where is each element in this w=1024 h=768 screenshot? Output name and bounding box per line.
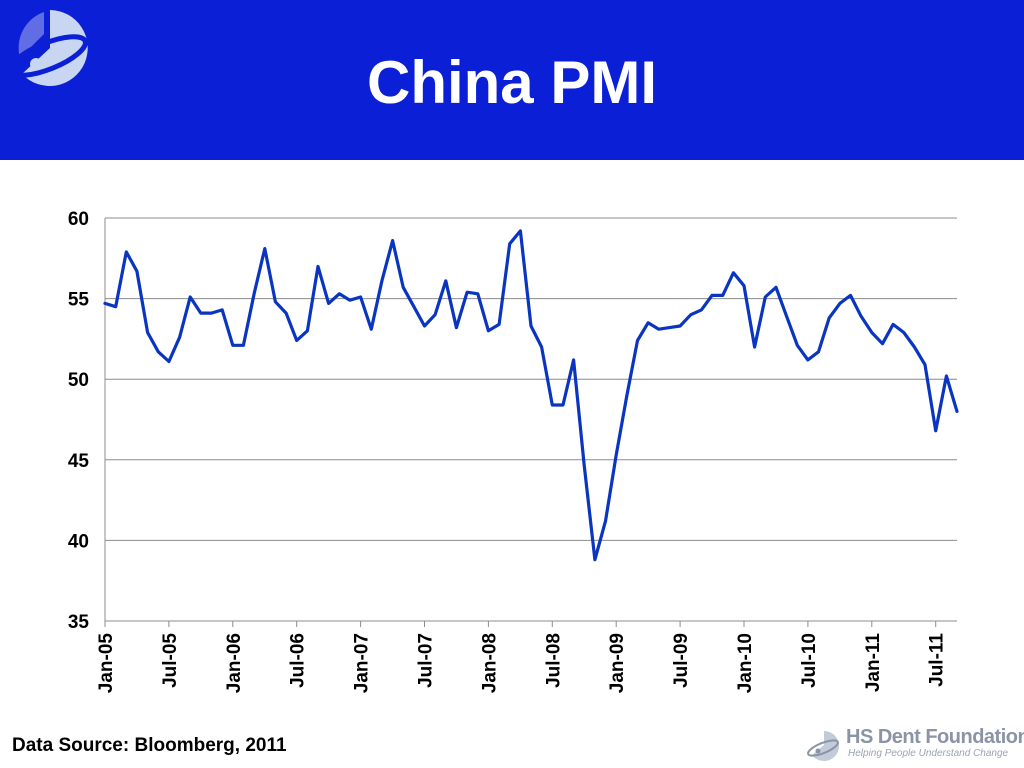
page-title: China PMI <box>366 49 657 116</box>
x-tick-label: Jul-10 <box>799 633 820 688</box>
hs-dent-small-logo-icon <box>807 731 839 761</box>
x-tick-label: Jan-07 <box>352 633 373 693</box>
pmi-line-chart: 35 40 45 50 55 60 Jan-05 Jul-05 Jan-06 Jul-06 Jan-… <box>68 209 959 694</box>
y-tick-label: 60 <box>68 209 89 230</box>
x-tick-label: Jul-05 <box>160 633 181 688</box>
x-tick-label: Jan-05 <box>96 633 117 694</box>
x-tick-label: Jan-11 <box>863 633 884 693</box>
x-tick-label: Jan-09 <box>607 633 628 693</box>
pmi-series-line <box>103 229 959 562</box>
footer-org-name: HS Dent Foundation <box>846 726 1024 748</box>
hs-dent-swirl-logo-icon <box>8 10 88 86</box>
y-tick-label: 50 <box>68 370 89 391</box>
title-banner: China PMI <box>0 0 1024 160</box>
y-tick-label: 35 <box>68 612 90 633</box>
x-tick-label: Jul-08 <box>543 633 564 688</box>
x-tick-label: Jan-10 <box>735 633 756 693</box>
footer-logo: HS Dent Foundation Helping People Unders… <box>806 726 1024 764</box>
x-tick-label: Jan-06 <box>224 633 245 693</box>
y-tick-label: 40 <box>68 531 89 552</box>
x-tick-label: Jul-06 <box>288 633 309 688</box>
footer-tagline: Helping People Understand Change <box>848 748 1009 759</box>
y-tick-label: 55 <box>68 290 90 311</box>
x-tick-label: Jan-08 <box>479 633 500 693</box>
data-source-note: Data Source: Bloomberg, 2011 <box>12 735 287 756</box>
x-tick-label: Jul-11 <box>927 633 948 687</box>
x-tick-label: Jul-09 <box>671 633 692 688</box>
y-tick-label: 45 <box>68 451 90 472</box>
x-tick-label: Jul-07 <box>416 633 437 688</box>
